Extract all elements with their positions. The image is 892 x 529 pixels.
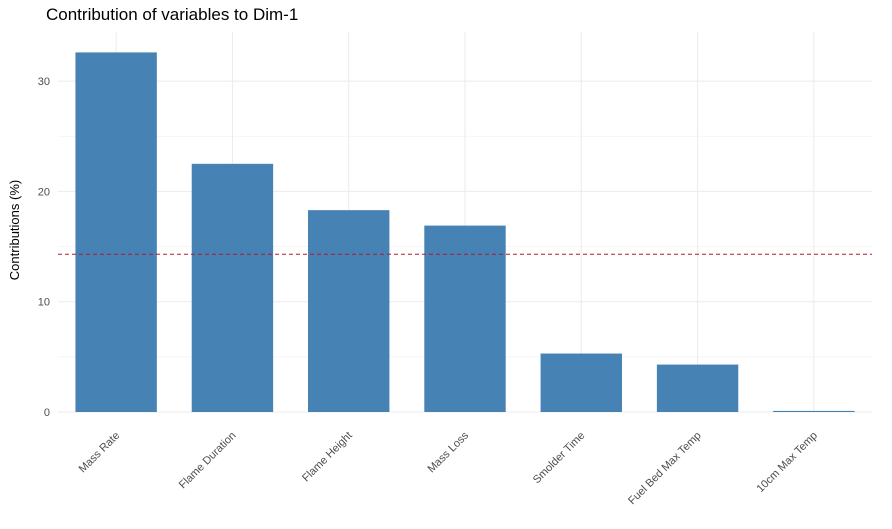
bar <box>773 410 855 412</box>
y-tick-label: 10 <box>38 297 50 309</box>
x-tick-label: Smolder Time <box>531 430 587 486</box>
x-tick-label: Mass Loss <box>425 429 471 475</box>
x-tick-label: 10cm Max Temp <box>755 430 820 495</box>
bar <box>75 52 157 413</box>
y-tick-label: 0 <box>44 407 50 419</box>
bar <box>424 225 506 412</box>
x-tick-label: Fuel Bed Max Temp <box>626 430 704 508</box>
x-tick-labels: Mass Rate Flame Duration Flame Height Mass … <box>77 429 820 507</box>
x-tick-label: Flame Duration <box>177 430 239 492</box>
bar <box>540 353 622 412</box>
y-axis-title: Contributions (%) <box>7 180 22 280</box>
bars <box>75 52 855 413</box>
y-tick-labels: 0 10 20 30 <box>38 76 50 419</box>
chart-title: Contribution of variables to Dim-1 <box>46 5 299 24</box>
x-tick-label: Mass Rate <box>77 430 123 476</box>
bar <box>656 364 739 412</box>
y-tick-label: 20 <box>38 186 50 198</box>
bar <box>191 163 274 412</box>
bar <box>308 210 390 412</box>
y-tick-label: 30 <box>38 76 50 88</box>
x-tick-label: Flame Height <box>300 430 355 485</box>
